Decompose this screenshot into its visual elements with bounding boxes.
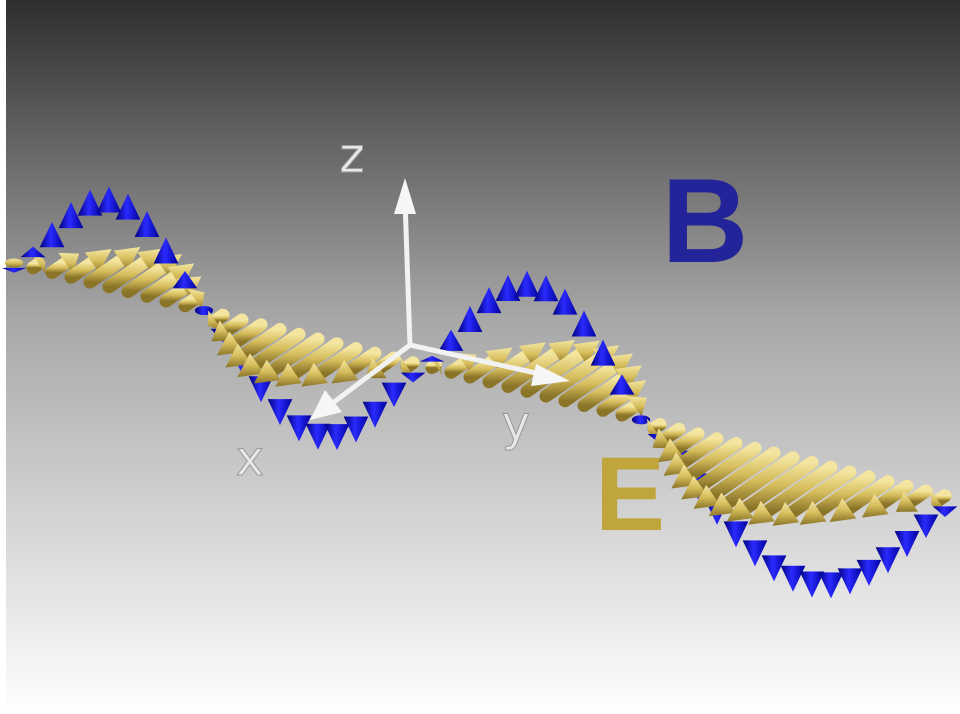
background xyxy=(0,0,960,714)
scene: z y x B E xyxy=(0,0,960,714)
e-field-label: E xyxy=(595,436,665,553)
y-label: y xyxy=(502,396,530,452)
left-border xyxy=(0,0,6,714)
b-field-label: B xyxy=(662,154,749,288)
page: {"labels": {"z": "z", "y": "y", "x": "x"… xyxy=(0,0,960,714)
z-label: z xyxy=(339,128,364,184)
x-label: x xyxy=(236,431,264,487)
